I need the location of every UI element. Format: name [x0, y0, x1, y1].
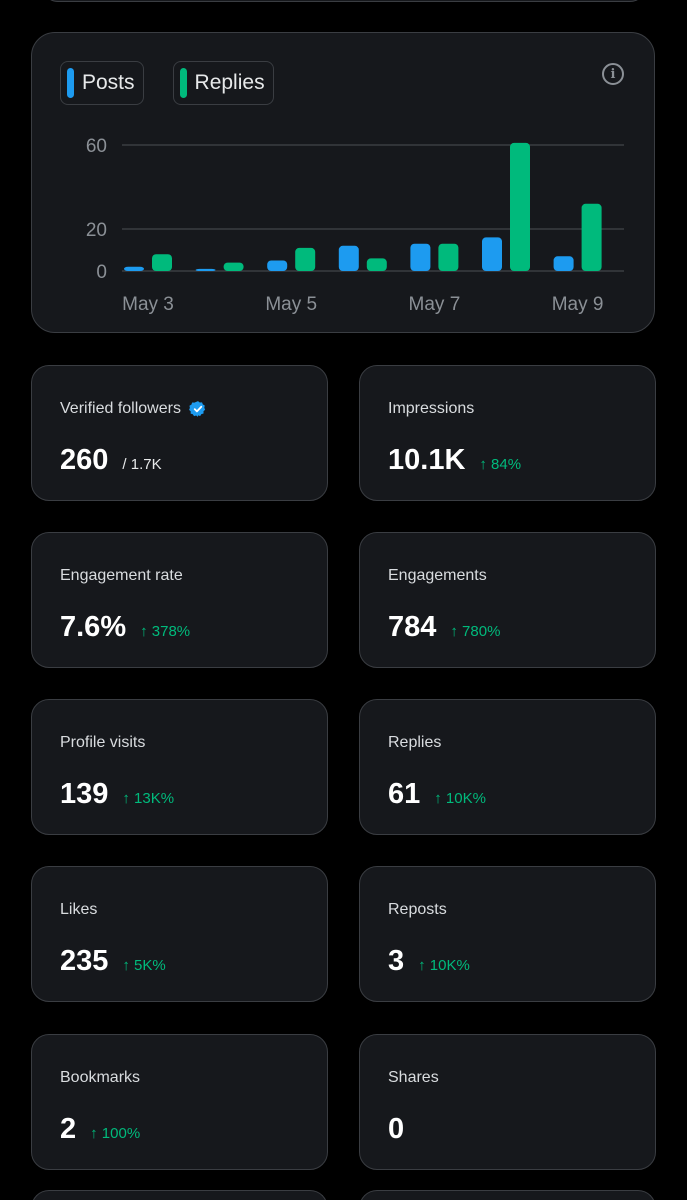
profile-visits-value-row: 139 ↑ 13K%	[60, 778, 174, 811]
replies-change: ↑ 10K%	[434, 790, 486, 807]
posts-swatch	[67, 68, 74, 98]
replies-value: 61	[388, 778, 421, 810]
legend-replies-toggle[interactable]: Replies	[172, 61, 274, 105]
likes-change: ↑ 5K%	[122, 957, 166, 974]
engagements-value-row: 784 ↑ 780%	[388, 611, 500, 644]
shares-value-row: 0	[388, 1113, 404, 1146]
legend-posts-label: Posts	[82, 71, 135, 94]
engagement-rate-change: ↑ 378%	[140, 623, 191, 640]
replies-label: Replies	[388, 734, 442, 751]
engagement-rate-label: Engagement rate	[60, 567, 183, 584]
bar-replies-may-6	[366, 258, 387, 271]
replies-card[interactable]: Replies 61 ↑ 10K%	[359, 699, 656, 835]
reposts-label: Reposts	[388, 901, 447, 918]
verified-followers-value: 260	[60, 444, 109, 476]
y-tick-label-0: 0	[96, 262, 107, 283]
legend-replies-label: Replies	[194, 71, 265, 94]
y-tick-label-60: 60	[86, 136, 107, 157]
verified-followers-value-row: 260 / 1.7K	[60, 444, 162, 477]
profile-visits-label: Profile visits	[60, 734, 146, 751]
next-card-stub-left	[31, 1190, 328, 1200]
verified-badge-icon	[189, 401, 206, 417]
profile-visits-value: 139	[60, 778, 109, 810]
reposts-value: 3	[388, 945, 405, 977]
replies-swatch	[179, 68, 187, 98]
verified-followers-label-row: Verified followers	[60, 400, 207, 418]
engagements-value: 784	[388, 611, 437, 643]
bar-chart: 0 20 60 May 3 May 5 May 7 May 9	[86, 136, 624, 315]
x-tick-label-may-7: May 7	[409, 294, 461, 315]
chart-legend: Posts Replies	[60, 61, 274, 105]
bar-replies-may-7	[438, 243, 459, 271]
bar-posts-may-9	[553, 256, 574, 271]
engagements-label: Engagements	[388, 567, 487, 584]
bar-replies-may-5	[295, 247, 316, 271]
bookmarks-value: 2	[60, 1113, 77, 1145]
bar-posts-may-3	[124, 266, 144, 271]
info-icon[interactable]: i	[602, 63, 624, 85]
bar-replies-may-9	[581, 203, 602, 271]
bookmarks-value-row: 2 ↑ 100%	[60, 1113, 140, 1146]
verified-followers-total: / 1.7K	[122, 456, 162, 473]
reposts-change: ↑ 10K%	[418, 957, 470, 974]
bookmarks-card[interactable]: Bookmarks 2 ↑ 100%	[31, 1034, 328, 1170]
impressions-card[interactable]: Impressions 10.1K ↑ 84%	[359, 365, 656, 501]
profile-visits-card[interactable]: Profile visits 139 ↑ 13K%	[31, 699, 328, 835]
shares-value: 0	[388, 1113, 405, 1145]
bar-replies-may-4	[223, 262, 244, 271]
likes-card[interactable]: Likes 235 ↑ 5K%	[31, 866, 328, 1002]
engagement-rate-card[interactable]: Engagement rate 7.6% ↑ 378%	[31, 532, 328, 668]
engagements-card[interactable]: Engagements 784 ↑ 780%	[359, 532, 656, 668]
impressions-change: ↑ 84%	[479, 456, 522, 473]
previous-card-edge	[42, 0, 646, 2]
bookmarks-label: Bookmarks	[60, 1069, 141, 1086]
replies-value-row: 61 ↑ 10K%	[388, 778, 486, 811]
bar-replies-may-3	[152, 254, 172, 271]
shares-card[interactable]: Shares 0	[359, 1034, 656, 1170]
bar-posts-may-4	[195, 268, 216, 271]
engagement-rate-value-row: 7.6% ↑ 378%	[60, 611, 190, 644]
legend-posts-toggle[interactable]: Posts	[60, 61, 144, 105]
bar-posts-may-7	[410, 243, 431, 271]
shares-label: Shares	[388, 1069, 439, 1086]
profile-visits-change: ↑ 13K%	[122, 790, 175, 807]
reposts-card[interactable]: Reposts 3 ↑ 10K%	[359, 866, 656, 1002]
x-tick-label-may-9: May 9	[552, 294, 604, 315]
likes-label: Likes	[60, 901, 98, 918]
likes-value-row: 235 ↑ 5K%	[60, 945, 166, 978]
posts-replies-chart-card: Posts Replies i 0 20 60 May 3 May 5 May 7 May …	[31, 32, 655, 333]
bar-posts-may-5	[267, 260, 288, 271]
engagement-rate-value: 7.6%	[60, 611, 127, 643]
likes-value: 235	[60, 945, 109, 977]
y-tick-label-20: 20	[86, 220, 107, 241]
bar-posts-may-8	[482, 237, 502, 271]
bar-replies-may-8	[510, 142, 530, 271]
verified-followers-label: Verified followers	[60, 400, 181, 417]
bookmarks-change: ↑ 100%	[90, 1125, 141, 1142]
impressions-value: 10.1K	[388, 444, 466, 476]
reposts-value-row: 3 ↑ 10K%	[388, 945, 470, 978]
impressions-label: Impressions	[388, 400, 475, 417]
engagements-change: ↑ 780%	[450, 623, 501, 640]
x-tick-label-may-3: May 3	[122, 294, 174, 315]
next-card-stub-right	[359, 1190, 656, 1200]
bar-posts-may-6	[338, 245, 359, 271]
x-tick-label-may-5: May 5	[265, 294, 317, 315]
verified-followers-card[interactable]: Verified followers 260 / 1.7K	[31, 365, 328, 501]
impressions-value-row: 10.1K ↑ 84%	[388, 444, 521, 477]
